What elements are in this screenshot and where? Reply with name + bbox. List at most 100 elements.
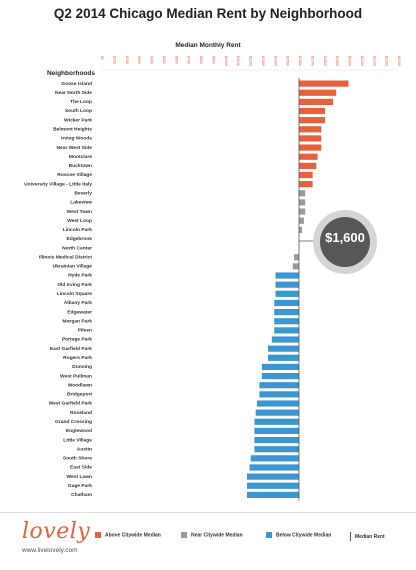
x-tick-label: $1100 [236,56,240,66]
bar-near [299,190,306,197]
x-tick-label: $1200 [249,56,253,66]
category-label: Rogers Park [63,355,92,361]
category-label: West Pullman [60,373,92,379]
category-label: East Garfield Park [50,346,92,352]
bar-below [261,372,299,380]
bar-below [249,464,299,471]
bar-above [299,144,322,151]
x-tick-label: $1800 [323,56,327,66]
category-label: West Town [67,209,92,215]
category-label: University Village - Little Italy [24,181,92,187]
x-tick-label: $1700 [310,56,314,66]
brand-url: www.livelovely.com [22,547,78,554]
legend-item-below: Below Citywide Median [266,532,331,538]
category-label: Belmont Heights [53,127,92,133]
bar-below [261,363,299,371]
category-label: Irving Woods [61,136,92,142]
legend-swatch-near [181,532,187,538]
x-tick-label: $700 [187,56,191,64]
x-tick-label: $1600 [298,56,302,66]
bar-near [299,217,304,224]
x-tick-label: $800 [199,56,203,64]
bar-chart: $0 $100 $200 $300 $400 $500 $600 $700 $800 $900 $1… [24,56,401,501]
x-tick-label: $2300 [385,56,389,66]
category-label: Chatham [71,492,93,498]
bar-below [271,336,299,343]
category-label: Old Irving Park [57,282,92,288]
category-label: Woodlawn [68,382,92,388]
bar-above [299,126,322,133]
x-axis-title: Median Monthly Rent [175,42,241,49]
y-axis-title: Neighborhoods [47,70,95,77]
category-label: Bridgeport [67,392,92,398]
bar-below [274,309,299,316]
bar-below [274,299,299,307]
x-tick-label: $400 [150,56,154,64]
chart-title: Q2 2014 Chicago Median Rent by Neighborh… [53,6,363,21]
bar-below [254,418,299,425]
category-label: North Center [62,245,92,251]
category-label: Pilsen [78,328,92,334]
bar-near [294,254,299,261]
x-tick-label: $200 [125,56,129,64]
x-tick-label: $2100 [360,56,364,66]
x-tick-label: $600 [174,56,178,64]
bar-near [292,263,299,270]
bar-below [275,272,299,279]
bar-below [275,290,299,297]
legend-swatch-above [95,532,101,538]
x-tick-label: $1400 [273,56,277,66]
category-label: Hyde Park [68,273,92,279]
footer-divider [0,512,416,513]
category-label: West Loop [67,218,92,224]
category-label: Gage Park [68,483,92,489]
category-label: Near North Side [55,90,92,96]
category-label: West Lawn [67,474,92,480]
bar-above [299,171,313,179]
category-label: South Shore [63,456,92,462]
bar-below [259,382,299,389]
brand-logo: lovely [22,519,91,544]
bar-below [274,327,299,334]
legend-label-below: Below Citywide Median [276,532,332,539]
x-tick-label: $2200 [372,56,376,66]
category-label: Edgewater [67,309,92,315]
legend-swatch-line [350,532,351,541]
category-label: Englewood [66,428,92,434]
category-label: Lincoln Square [57,291,93,297]
category-label: The Loop [70,99,92,105]
category-label: Dunning [72,364,92,370]
bar-near [299,199,306,206]
x-tick-label: $1300 [261,56,265,66]
bar-below [268,345,299,352]
category-label: Albany Park [64,300,93,306]
bar-above [299,89,337,96]
bar-below [255,409,299,416]
category-label: Wicker Park [64,117,92,123]
x-tick-label: $2400 [397,56,401,66]
category-label: Roscoe Village [57,172,92,178]
bar-below [275,281,299,288]
bar-below [254,427,299,435]
bar-below [247,473,299,480]
bar-near [299,208,306,215]
legend-label-line: Median Rent [355,533,385,540]
category-label: Lakeview [70,200,92,206]
bar-above [299,80,349,87]
bar-above [299,135,322,142]
legend-item-above: Above Citywide Median [95,532,161,538]
x-tick-label: $1000 [224,56,228,66]
x-tick-label: $1900 [335,56,339,66]
bar-above [299,153,318,160]
bar-above [299,162,317,169]
x-tick-label: $900 [211,56,215,64]
x-tick-label: $2000 [348,56,352,66]
legend-label-above: Above Citywide Median [105,532,161,539]
x-tick-label: $1500 [286,56,290,66]
x-tick-label: $100 [112,56,116,64]
bar-below [268,354,299,361]
category-label: Portage Park [62,337,92,343]
median-callout-disc [320,217,370,267]
bar-below [247,482,299,489]
legend-item-near: Near Citywide Median [181,532,243,538]
